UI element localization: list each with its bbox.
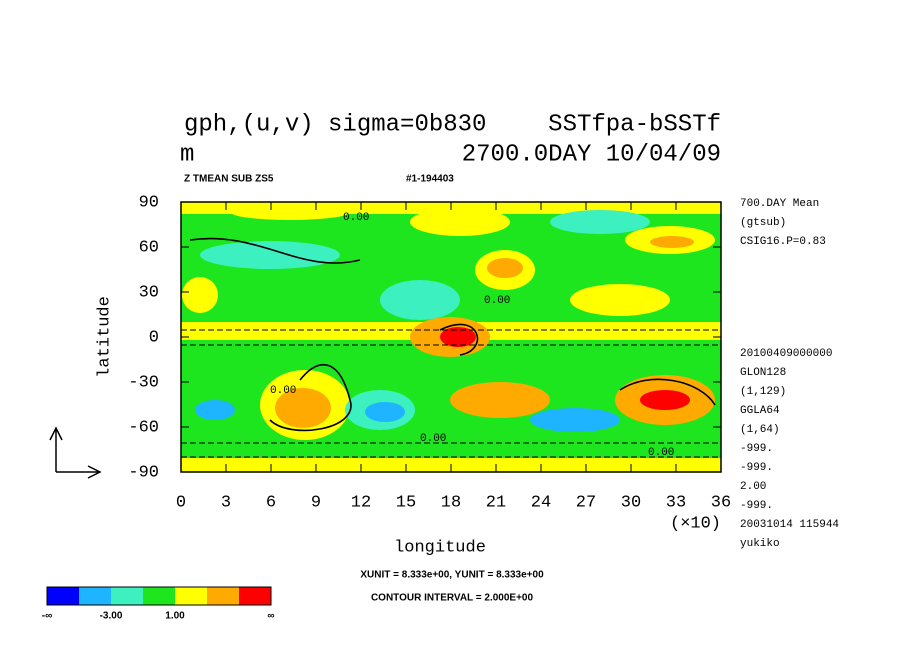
vector-units: XUNIT = 8.333e+00, YUNIT = 8.333e+00 xyxy=(360,570,544,581)
colorbar-swatch xyxy=(239,587,271,605)
info-text: GLON128 xyxy=(740,367,786,379)
colorbar-label: -3.00 xyxy=(100,611,123,622)
colorbar-swatch xyxy=(79,587,111,605)
info-text: 2.00 xyxy=(740,481,766,493)
colorbar-label: 1.00 xyxy=(165,611,185,622)
title-left: gph,(u,v) sigma=0b830 xyxy=(184,111,486,138)
info-text: CSIG16.P=0.83 xyxy=(740,236,826,248)
field-blob xyxy=(410,208,510,236)
y-tick-label: 90 xyxy=(139,193,159,212)
y-tick-label: -60 xyxy=(128,418,159,437)
reference-vector xyxy=(49,426,102,479)
field-blob xyxy=(640,390,690,410)
colorbar-swatch xyxy=(47,587,79,605)
field xyxy=(181,202,721,472)
field-blob xyxy=(200,241,340,269)
y-tick-label: 30 xyxy=(139,283,159,302)
info-text: -999. xyxy=(740,443,773,455)
y-tick-label: -30 xyxy=(128,373,159,392)
contour-label: 0.00 xyxy=(420,433,446,445)
info-text: -999. xyxy=(740,462,773,474)
contour-lines xyxy=(189,237,716,432)
y-axis-label: latitude xyxy=(95,296,114,378)
info-text: (1,129) xyxy=(740,386,786,398)
field-blob xyxy=(230,204,350,220)
x-tick-label: 9 xyxy=(311,493,321,512)
field-blob xyxy=(182,277,218,313)
info-text: 700.DAY Mean xyxy=(740,198,819,210)
x-tick-label: 24 xyxy=(531,493,551,512)
y-tick-label: 60 xyxy=(139,238,159,257)
colorbar-swatch xyxy=(175,587,207,605)
colorbar-swatch xyxy=(143,587,175,605)
x-tick-label: 27 xyxy=(576,493,596,512)
subtitle-right: 2700.0DAY 10/04/09 xyxy=(462,141,721,168)
contour-label: 0.00 xyxy=(343,212,369,224)
contour-interval: CONTOUR INTERVAL = 2.000E+00 xyxy=(371,593,534,604)
x-tick-label: 21 xyxy=(486,493,506,512)
header-left: Z TMEAN SUB ZS5 xyxy=(184,174,274,185)
field-blob xyxy=(450,382,550,418)
field-blob xyxy=(550,210,650,234)
field-blob xyxy=(570,284,670,316)
x-tick-label: 30 xyxy=(621,493,641,512)
x-tick-label: 15 xyxy=(396,493,416,512)
field-blob xyxy=(530,408,620,432)
info-text: -999. xyxy=(740,500,773,512)
info-text: 20100409000000 xyxy=(740,348,832,360)
contour-label: 0.00 xyxy=(270,385,296,397)
field-blob xyxy=(650,236,694,248)
x-tick-label: 18 xyxy=(441,493,461,512)
x-multiplier: (×10) xyxy=(670,514,721,533)
vector-rows xyxy=(181,329,721,458)
x-tick-label: 0 xyxy=(176,493,186,512)
field-blob xyxy=(195,400,235,420)
contour-label: 0.00 xyxy=(484,295,510,307)
x-tick-label: 36 xyxy=(711,493,731,512)
field-blob xyxy=(275,388,331,428)
colorbar-label: -∞ xyxy=(42,611,52,622)
field-blob xyxy=(440,327,476,347)
contour-label: 0.00 xyxy=(648,447,674,459)
info-text: (1,64) xyxy=(740,424,780,436)
info-text: GGLA64 xyxy=(740,405,780,417)
title-right: SSTfpa-bSSTf xyxy=(548,111,721,138)
colorbar-label: ∞ xyxy=(267,611,274,622)
colorbar-swatch xyxy=(207,587,239,605)
field-blob xyxy=(487,258,523,278)
x-tick-label: 33 xyxy=(666,493,686,512)
subtitle-left: m xyxy=(180,141,194,168)
y-tick-label: -90 xyxy=(128,463,159,482)
header-right: #1-194403 xyxy=(406,174,454,185)
info-text: yukiko xyxy=(740,538,780,550)
x-tick-label: 6 xyxy=(266,493,276,512)
info-text: 20031014 115944 xyxy=(740,519,839,531)
colorbar-swatch xyxy=(111,587,143,605)
y-tick-label: 0 xyxy=(149,328,159,347)
field-blob xyxy=(380,280,460,320)
x-tick-label: 3 xyxy=(221,493,231,512)
x-tick-label: 12 xyxy=(351,493,371,512)
colorbar-frame xyxy=(46,586,272,606)
x-axis-label: longitude xyxy=(394,538,486,557)
field-blob xyxy=(365,402,405,422)
info-text: (gtsub) xyxy=(740,217,786,229)
